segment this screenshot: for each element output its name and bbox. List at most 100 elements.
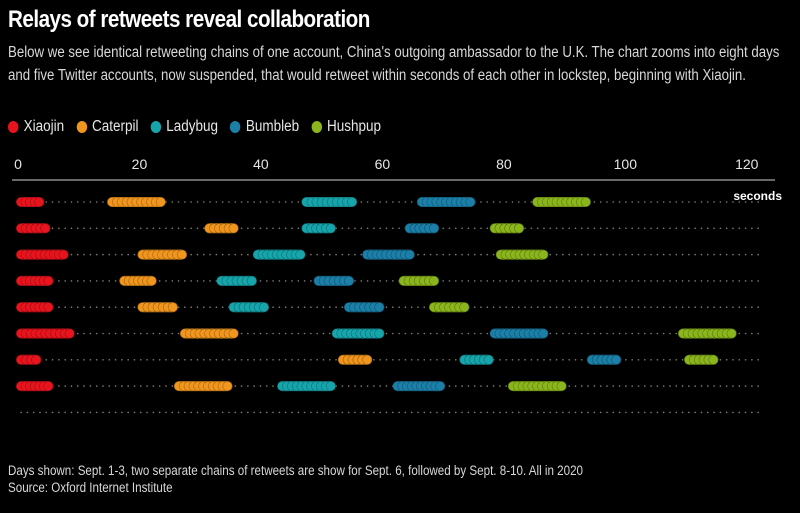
legend-item-hushpup: Hushpup bbox=[311, 118, 381, 136]
retweet-chain-hushpup bbox=[398, 275, 440, 286]
retweet-dot bbox=[176, 249, 187, 260]
legend-swatch bbox=[230, 121, 241, 133]
x-tick-label: 0 bbox=[14, 156, 22, 172]
retweet-dot bbox=[246, 275, 257, 286]
retweet-dot bbox=[538, 328, 549, 339]
retweet-dot bbox=[429, 223, 440, 234]
retweet-chain-ladybug bbox=[301, 223, 336, 234]
legend-item-caterpil: Caterpil bbox=[76, 118, 138, 136]
retweet-dot bbox=[404, 249, 415, 260]
x-tick-label: 120 bbox=[735, 156, 759, 172]
retweet-chain-bumbleb bbox=[586, 354, 622, 365]
retweet-dot bbox=[538, 249, 549, 260]
retweet-chain-caterpil bbox=[107, 196, 166, 207]
retweet-dot bbox=[362, 354, 373, 365]
retweet-chain-bumbleb bbox=[362, 249, 415, 260]
retweet-chain-ladybug bbox=[252, 249, 306, 260]
retweet-chain-ladybug bbox=[301, 196, 358, 207]
legend-swatch bbox=[76, 121, 87, 133]
retweet-chain-bumbleb bbox=[404, 223, 440, 234]
retweet-chain-ladybug bbox=[228, 302, 269, 313]
footer: Days shown: Sept. 1-3, two separate chai… bbox=[8, 462, 782, 496]
retweet-dot bbox=[343, 275, 354, 286]
retweet-dot bbox=[325, 381, 336, 392]
retweet-dot bbox=[374, 328, 385, 339]
retweet-chain-caterpil bbox=[137, 302, 178, 313]
retweet-dot bbox=[514, 223, 525, 234]
retweet-dot bbox=[726, 328, 737, 339]
retweet-chain-bumbleb bbox=[313, 275, 354, 286]
legend-swatch bbox=[150, 121, 162, 133]
x-tick-label: 80 bbox=[496, 156, 512, 172]
retweet-chain-bumbleb bbox=[392, 381, 446, 392]
retweet-dot bbox=[167, 302, 178, 313]
retweet-chain-xiaojin bbox=[16, 249, 69, 260]
legend-swatch bbox=[311, 121, 322, 133]
retweet-chain-xiaojin bbox=[16, 302, 54, 313]
retweet-chain-hushpup bbox=[678, 328, 737, 339]
retweet-chain-hushpup bbox=[495, 249, 549, 260]
retweet-dot bbox=[43, 381, 54, 392]
retweet-dot bbox=[40, 223, 51, 234]
retweet-chain-xiaojin bbox=[16, 328, 75, 339]
source-note: Source: Oxford Internet Institute bbox=[8, 480, 173, 495]
retweet-dot bbox=[155, 196, 166, 207]
retweet-dot bbox=[295, 249, 306, 260]
retweet-dot bbox=[556, 381, 567, 392]
retweet-dot bbox=[611, 354, 622, 365]
retweet-dot bbox=[459, 302, 470, 313]
retweet-chain-bumbleb bbox=[489, 328, 549, 339]
retweet-chain-caterpil bbox=[173, 381, 233, 392]
retweet-chain-hushpup bbox=[507, 381, 567, 392]
retweet-dot bbox=[347, 196, 358, 207]
x-tick-label: 100 bbox=[614, 156, 638, 172]
legend-label: Bumbleb bbox=[245, 118, 300, 135]
legend-label: Hushpup bbox=[326, 118, 381, 135]
retweet-chain-hushpup bbox=[684, 354, 719, 365]
footnote: Days shown: Sept. 1-3, two separate chai… bbox=[8, 463, 584, 478]
retweet-dot bbox=[465, 196, 476, 207]
retweet-chain-chart: 0 20 40 60 80 100 120 seconds bbox=[12, 156, 782, 414]
retweet-chain-hushpup bbox=[489, 223, 525, 234]
legend-label: Ladybug bbox=[166, 118, 219, 135]
x-tick-label: 60 bbox=[375, 156, 391, 172]
retweet-chain-caterpil bbox=[204, 223, 239, 234]
legend: Xiaojin Caterpil Ladybug Bumbleb Hushpup bbox=[8, 118, 393, 136]
retweet-dot bbox=[58, 249, 69, 260]
retweet-dot bbox=[483, 354, 494, 365]
retweet-chain-xiaojin bbox=[16, 223, 51, 234]
legend-swatch bbox=[8, 121, 19, 133]
retweet-chain-xiaojin bbox=[16, 275, 54, 286]
retweet-dot bbox=[43, 275, 54, 286]
retweet-chain-ladybug bbox=[459, 354, 494, 365]
x-axis: 0 20 40 60 80 100 120 seconds bbox=[12, 156, 782, 203]
legend-item-xiaojin: Xiaojin bbox=[8, 118, 64, 136]
retweet-chain-hushpup bbox=[429, 302, 470, 313]
retweet-chain-ladybug bbox=[277, 381, 336, 392]
retweet-dot bbox=[34, 196, 45, 207]
legend-label: Xiaojin bbox=[23, 118, 65, 135]
retweet-dot bbox=[146, 275, 157, 286]
x-tick-label: 40 bbox=[253, 156, 269, 172]
retweet-marks bbox=[16, 196, 737, 392]
retweet-chain-xiaojin bbox=[16, 196, 45, 207]
chart-title: Relays of retweets reveal collaboration bbox=[8, 6, 370, 33]
retweet-dot bbox=[43, 302, 54, 313]
retweet-chain-caterpil bbox=[137, 249, 187, 260]
legend-item-ladybug: Ladybug bbox=[150, 118, 219, 136]
row-guides bbox=[20, 201, 763, 414]
retweet-chain-caterpil bbox=[119, 275, 157, 286]
retweet-chain-hushpup bbox=[532, 196, 591, 207]
x-unit-label: seconds bbox=[733, 189, 782, 203]
retweet-dot bbox=[222, 381, 233, 392]
retweet-chain-xiaojin bbox=[16, 354, 42, 365]
retweet-dot bbox=[325, 223, 336, 234]
retweet-dot bbox=[708, 354, 719, 365]
retweet-chain-caterpil bbox=[337, 354, 373, 365]
legend-item-bumbleb: Bumbleb bbox=[230, 118, 299, 136]
retweet-dot bbox=[580, 196, 591, 207]
x-tick-label: 20 bbox=[132, 156, 148, 172]
chart-subtitle: Below we see identical retweeting chains… bbox=[8, 44, 780, 84]
retweet-chain-ladybug bbox=[331, 328, 385, 339]
retweet-dot bbox=[258, 302, 269, 313]
